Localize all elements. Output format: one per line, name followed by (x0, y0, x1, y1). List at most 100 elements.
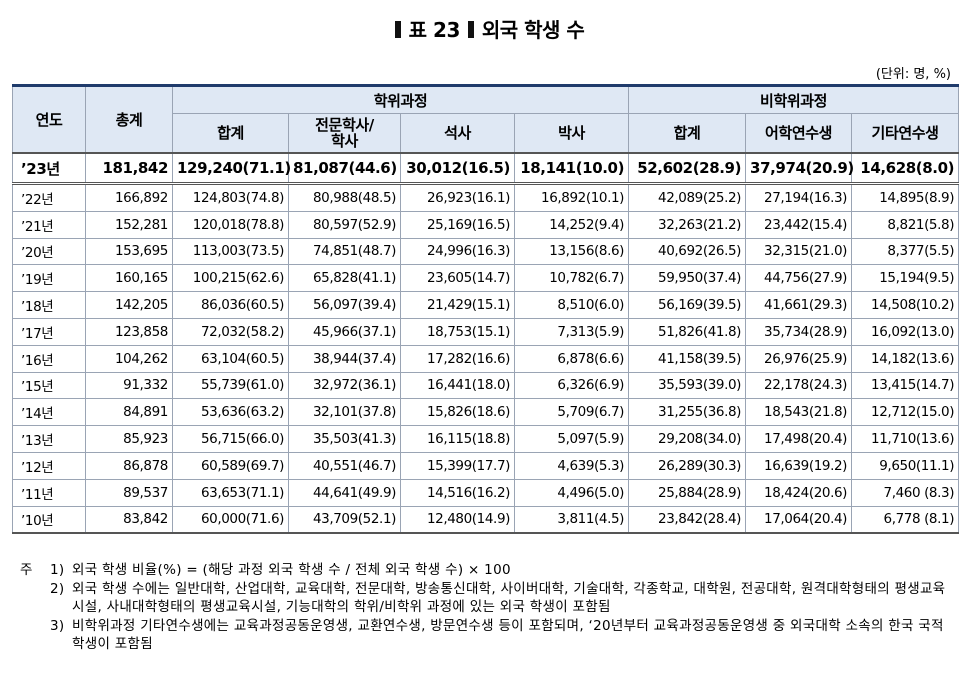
value-cell: 56,715(66.0) (172, 425, 289, 453)
value-cell: 74,851(48.7) (288, 237, 401, 266)
header-row: 합계 전문학사/학사 석사 박사 합계 어학연수생 기타연수생 (13, 113, 960, 154)
value-cell: 32,315(21.0) (745, 237, 853, 266)
value-cell: 63,104(60.5) (172, 344, 289, 373)
value-cell: 3,811(4.5) (513, 505, 630, 535)
table-row: ’21년 152,281 120,018(78.8) 80,597(52.9) 25,1… (12, 210, 960, 239)
value-cell: 15,826(18.6) (400, 398, 515, 427)
unit: (단위: 명, %) (875, 67, 951, 82)
title-bar (394, 21, 401, 38)
value-cell: 8,510(6.0) (513, 291, 630, 319)
header-cell: 총계 (85, 84, 173, 154)
value-cell: 41,661(29.3) (745, 291, 853, 319)
value-cell: 15,194(9.5) (851, 264, 960, 293)
note: 주 1) 외국 학생 비율(%) = (해당 과정 외국 학생 수 / 전체 외국 … (20, 561, 955, 580)
value-cell: 29,208(34.0) (628, 425, 747, 453)
note: 2) 외국 학생 수에는 일반대학, 산업대학, 교육대학, 전문대학, 방송통신… (20, 580, 955, 617)
value-cell: 83,842 (85, 505, 173, 535)
value-cell: 18,424(20.6) (745, 478, 853, 507)
value-cell: 7,313(5.9) (513, 317, 630, 346)
value-cell: 16,441(18.0) (400, 371, 515, 400)
value-cell: 43,709(52.1) (288, 505, 401, 535)
value-cell: 16,639(19.2) (745, 451, 853, 480)
value-cell: 60,000(71.6) (172, 505, 289, 535)
table-row: ’11년 89,537 63,653(71.1) 44,641(49.9) 14,516… (12, 478, 960, 507)
value-cell: 86,878 (85, 451, 173, 480)
table-row: ’20년 153,695 113,003(73.5) 74,851(48.7) 24,9… (12, 237, 960, 266)
header-cell: 비학위과정 (628, 84, 960, 114)
value-cell: 18,543(21.8) (745, 398, 853, 427)
value-cell: 23,442(15.4) (745, 210, 853, 239)
year-cell: ’17년 (12, 317, 86, 346)
title-text: 외국 학생 수 (481, 18, 585, 42)
header-cell: 전문학사/학사 (288, 113, 401, 154)
value-cell: 89,537 (85, 478, 173, 507)
year-cell: ’20년 (12, 237, 86, 266)
value-cell: 16,115(18.8) (400, 425, 515, 453)
value-cell: 5,709(6.7) (513, 398, 630, 427)
value-cell: 65,828(41.1) (288, 264, 401, 293)
note-number: 1) (50, 562, 65, 578)
value-cell: 8,821(5.8) (851, 210, 960, 239)
value-cell: 10,782(6.7) (513, 264, 630, 293)
data-table: 연도 총계 학위과정 비학위과정 합계 전문학사/학사 석사 박사 합계 어학연수생 기타연… (12, 84, 960, 535)
table-row: ’16년 104,262 63,104(60.5) 38,944(37.4) 17,28… (12, 344, 960, 373)
value-cell: 55,739(61.0) (172, 371, 289, 400)
table-row: ’14년 84,891 53,636(63.2) 32,101(37.8) 15,826… (12, 398, 960, 427)
value-cell: 23,842(28.4) (628, 505, 747, 535)
header-cell: 연도 (12, 84, 86, 154)
value-cell: 32,972(36.1) (288, 371, 401, 400)
year-cell: ’23년 (12, 152, 86, 185)
value-cell: 14,628(8.0) (851, 152, 960, 185)
title: 표 23 외국 학생 수 (0, 14, 971, 43)
value-cell: 14,895(8.9) (851, 183, 960, 212)
note-text: 외국 학생 비율(%) = (해당 과정 외국 학생 수 / 전체 외국 학생 … (72, 562, 511, 578)
value-cell: 104,262 (85, 344, 173, 373)
value-cell: 38,944(37.4) (288, 344, 401, 373)
value-cell: 72,032(58.2) (172, 317, 289, 346)
value-cell: 84,891 (85, 398, 173, 427)
year-cell: ’21년 (12, 210, 86, 239)
table-row: ’18년 142,205 86,036(60.5) 56,097(39.4) 21,42… (12, 291, 960, 319)
value-cell: 7,460 (8.3) (851, 478, 960, 507)
table-row: ’12년 86,878 60,589(69.7) 40,551(46.7) 15,399… (12, 451, 960, 480)
value-cell: 30,012(16.5) (400, 152, 515, 185)
value-cell: 15,399(17.7) (400, 451, 515, 480)
value-cell: 45,966(37.1) (288, 317, 401, 346)
value-cell: 13,415(14.7) (851, 371, 960, 400)
value-cell: 18,753(15.1) (400, 317, 515, 346)
table-row: ’10년 83,842 60,000(71.6) 43,709(52.1) 12,480… (12, 505, 960, 535)
value-cell: 59,950(37.4) (628, 264, 747, 293)
value-cell: 53,636(63.2) (172, 398, 289, 427)
year-cell: ’13년 (12, 425, 86, 453)
value-cell: 12,480(14.9) (400, 505, 515, 535)
value-cell: 153,695 (85, 237, 173, 266)
value-cell: 52,602(28.9) (628, 152, 747, 185)
value-cell: 41,158(39.5) (628, 344, 747, 373)
year-cell: ’18년 (12, 291, 86, 319)
value-cell: 91,332 (85, 371, 173, 400)
value-cell: 16,092(13.0) (851, 317, 960, 346)
value-cell: 5,097(5.9) (513, 425, 630, 453)
value-cell: 23,605(14.7) (400, 264, 515, 293)
value-cell: 26,923(16.1) (400, 183, 515, 212)
value-cell: 21,429(15.1) (400, 291, 515, 319)
value-cell: 26,976(25.9) (745, 344, 853, 373)
table-row: ’19년 160,165 100,215(62.6) 65,828(41.1) 23,6… (12, 264, 960, 293)
value-cell: 17,282(16.6) (400, 344, 515, 373)
value-cell: 4,639(5.3) (513, 451, 630, 480)
value-cell: 32,263(21.2) (628, 210, 747, 239)
value-cell: 24,996(16.3) (400, 237, 515, 266)
value-cell: 17,064(20.4) (745, 505, 853, 535)
value-cell: 8,377(5.5) (851, 237, 960, 266)
value-cell: 44,641(49.9) (288, 478, 401, 507)
notes: 주 1) 외국 학생 비율(%) = (해당 과정 외국 학생 수 / 전체 외국 … (20, 561, 955, 654)
year-cell: ’10년 (12, 505, 86, 535)
note: 3) 비학위과정 기타연수생에는 교육과정공동운영생, 교환연수생, 방문연수생 … (20, 617, 955, 654)
title-bar (467, 21, 474, 38)
value-cell: 18,141(10.0) (513, 152, 630, 185)
value-cell: 37,974(20.9) (745, 152, 854, 185)
value-cell: 40,692(26.5) (628, 237, 747, 266)
value-cell: 42,089(25.2) (628, 183, 747, 212)
header-row: 연도 총계 학위과정 비학위과정 (12, 84, 960, 154)
value-cell: 14,516(16.2) (400, 478, 515, 507)
